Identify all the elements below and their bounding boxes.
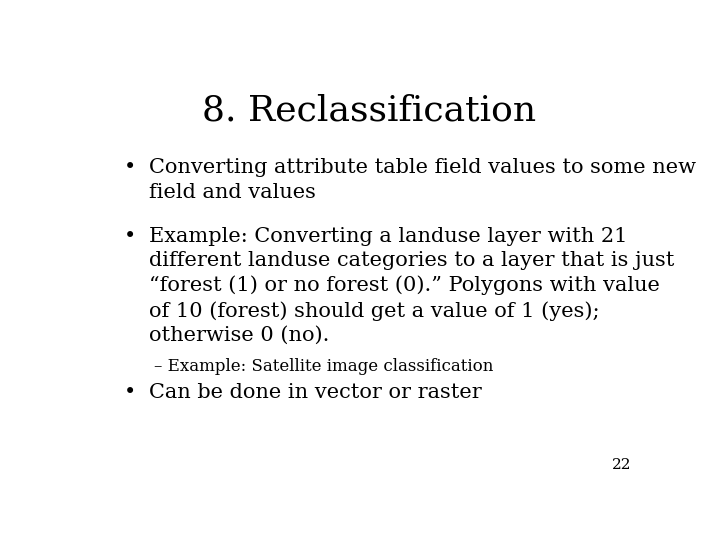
Text: •: • [124, 227, 136, 246]
Text: 8. Reclassification: 8. Reclassification [202, 94, 536, 128]
Text: Can be done in vector or raster: Can be done in vector or raster [148, 383, 482, 402]
Text: – Example: Satellite image classification: – Example: Satellite image classificatio… [154, 358, 493, 375]
Text: •: • [124, 383, 136, 402]
Text: Converting attribute table field values to some new
field and values: Converting attribute table field values … [148, 158, 696, 201]
Text: 22: 22 [612, 458, 631, 472]
Text: Example: Converting a landuse layer with 21
different landuse categories to a la: Example: Converting a landuse layer with… [148, 227, 674, 345]
Text: •: • [124, 158, 136, 177]
